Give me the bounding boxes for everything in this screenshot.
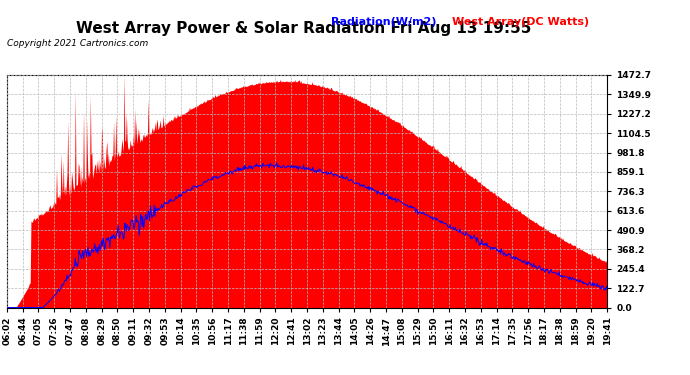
Text: West Array Power & Solar Radiation Fri Aug 13 19:55: West Array Power & Solar Radiation Fri A… <box>76 21 531 36</box>
Text: West Array(DC Watts): West Array(DC Watts) <box>452 17 589 27</box>
Text: Copyright 2021 Cartronics.com: Copyright 2021 Cartronics.com <box>7 39 148 48</box>
Text: Radiation(W/m2): Radiation(W/m2) <box>331 17 437 27</box>
